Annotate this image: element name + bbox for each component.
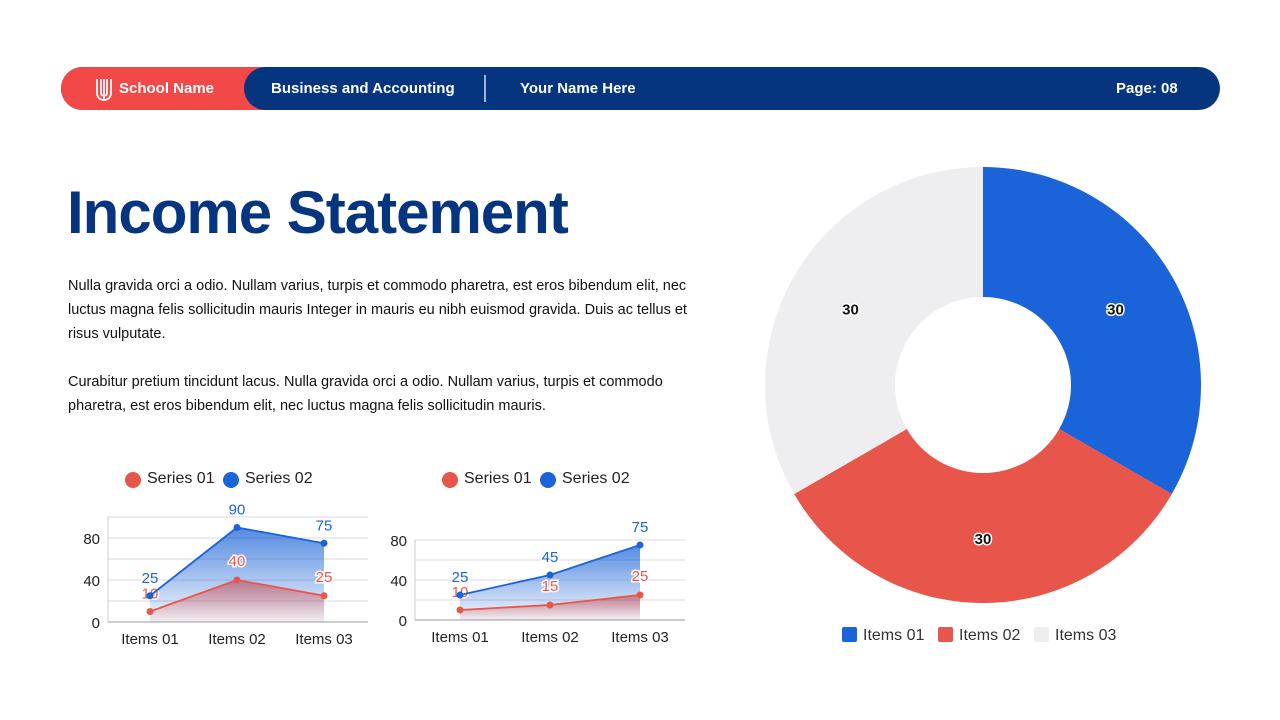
x-tick-label: Items 03 [295, 631, 353, 648]
data-label: 25 [316, 569, 333, 586]
line-chart-1: Series 01 Series 02 0 40 80 Items 01 Items 02 I… [83, 470, 368, 648]
y-tick-label: 40 [390, 573, 407, 590]
header-bar: School Name Business and Accounting Your… [61, 67, 1220, 110]
y-tick-label: 80 [83, 531, 100, 548]
legend-marker-2 [223, 472, 239, 488]
x-tick-label: Items 01 [121, 631, 179, 648]
legend-marker-1 [442, 472, 458, 488]
data-point [546, 601, 554, 609]
data-point [456, 606, 464, 614]
data-point [233, 524, 241, 531]
data-label: 45 [542, 549, 559, 566]
donut-chart: 30 30 30 Items 01 Items 02 Items 03 [765, 167, 1201, 644]
data-label: 40 [229, 553, 246, 570]
y-tick-label: 80 [390, 533, 407, 550]
slice-label: 30 [842, 302, 859, 319]
legend-label-1: Series 01 [464, 470, 532, 487]
data-label: 90 [229, 502, 246, 519]
line-chart-2: Series 01 Series 02 0 40 80 Items 01 Items 02 I… [390, 470, 685, 646]
data-point [636, 591, 644, 599]
legend-label-1: Series 01 [147, 470, 215, 487]
y-tick-label: 40 [83, 573, 100, 590]
data-label: 15 [542, 578, 559, 595]
donut-slice-1 [983, 167, 1201, 494]
x-tick-label: Items 02 [208, 631, 266, 648]
donut-slice-2 [794, 429, 1172, 603]
author-name: Your Name Here [520, 80, 636, 97]
data-point [546, 571, 554, 579]
slice-label: 30 [1107, 302, 1124, 319]
divider [484, 75, 486, 102]
course-name: Business and Accounting [271, 80, 455, 97]
data-point [636, 541, 644, 549]
data-label: 25 [632, 568, 649, 585]
x-tick-label: Items 02 [521, 629, 579, 646]
slice-label: 30 [975, 531, 992, 548]
legend-marker-1 [125, 472, 141, 488]
legend-marker-2 [540, 472, 556, 488]
legend-label-2: Items 02 [959, 627, 1020, 644]
page-number: Page: 08 [1116, 80, 1178, 97]
school-name: School Name [119, 80, 215, 97]
school-logo-icon [96, 78, 112, 101]
y-tick-label: 0 [399, 613, 407, 630]
page-title: Income Statement [67, 179, 569, 246]
paragraph-2: Curabitur pretium tincidunt lacus. Nulla… [68, 374, 663, 414]
data-point [456, 591, 464, 599]
x-tick-label: Items 03 [611, 629, 669, 646]
paragraph-1: Nulla gravida orci a odio. Nullam varius… [68, 278, 687, 342]
legend-swatch-1 [842, 627, 857, 642]
school-badge: School Name [61, 67, 276, 110]
data-point [320, 592, 328, 600]
donut-slice-3 [765, 167, 983, 494]
legend-swatch-2 [938, 627, 953, 642]
legend-label-3: Items 03 [1055, 627, 1116, 644]
legend-swatch-3 [1034, 627, 1049, 642]
legend-label-2: Series 02 [245, 470, 313, 487]
series-area-1 [150, 580, 324, 622]
data-point [320, 539, 328, 547]
x-tick-label: Items 01 [431, 629, 489, 646]
data-point [146, 592, 154, 600]
data-label: 25 [452, 569, 469, 586]
y-tick-label: 0 [92, 615, 100, 632]
legend-label-1: Items 01 [863, 627, 924, 644]
data-point [146, 608, 154, 615]
data-point [233, 576, 241, 584]
data-label: 25 [142, 570, 159, 587]
data-label: 75 [316, 517, 333, 534]
data-label: 75 [632, 519, 649, 536]
legend-label-2: Series 02 [562, 470, 630, 487]
